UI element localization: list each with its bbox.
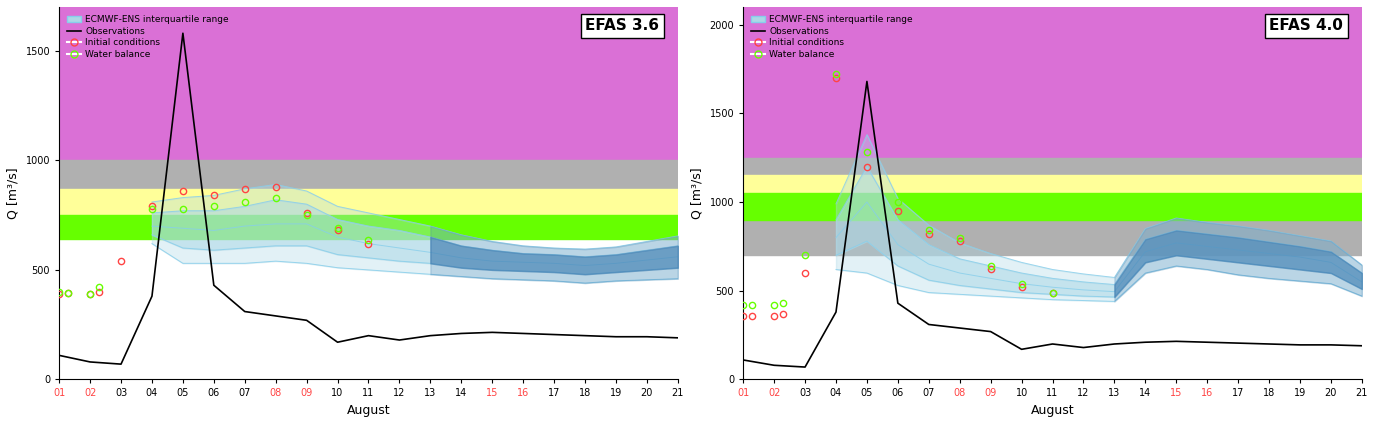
Text: EFAS 4.0: EFAS 4.0 (1269, 18, 1343, 33)
Bar (59, 189, 678, 233)
Bar (59, 0, 678, 215)
Bar (59, 215, 678, 239)
X-axis label: August: August (346, 404, 390, 417)
Y-axis label: Q [m³/s]: Q [m³/s] (692, 167, 704, 219)
Bar (742, 176, 1361, 211)
Legend: ECMWF-ENS interquartile range, Observations, Initial conditions, Water balance: ECMWF-ENS interquartile range, Observati… (63, 11, 232, 63)
Bar (59, 160, 678, 226)
Bar (742, 193, 1361, 220)
Bar (742, 7, 1361, 246)
X-axis label: August: August (1031, 404, 1074, 417)
Bar (742, 158, 1361, 255)
Legend: ECMWF-ENS interquartile range, Observations, Initial conditions, Water balance: ECMWF-ENS interquartile range, Observati… (748, 11, 917, 63)
Y-axis label: Q [m³/s]: Q [m³/s] (7, 167, 21, 219)
Text: EFAS 3.6: EFAS 3.6 (586, 18, 659, 33)
